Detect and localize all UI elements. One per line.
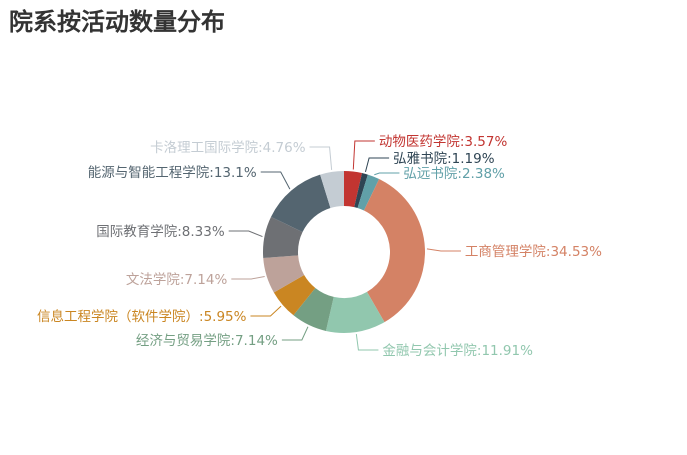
label-leader-line bbox=[309, 146, 333, 170]
slice-label: 动物医药学院:3.57% bbox=[379, 134, 508, 150]
chart-title: 院系按活动数量分布 bbox=[9, 8, 225, 36]
label-leader-line bbox=[374, 172, 400, 176]
label-leader-line bbox=[228, 230, 263, 238]
pie-slice[interactable] bbox=[263, 216, 303, 259]
slice-label: 卡洛理工国际学院:4.76% bbox=[150, 140, 306, 156]
label-leader-line bbox=[426, 248, 461, 252]
slice-label: 信息工程学院（软件学院）:5.95% bbox=[37, 308, 247, 325]
slice-label: 文法学院:7.14% bbox=[126, 272, 228, 288]
label-leader-line bbox=[355, 334, 379, 351]
slice-label: 能源与智能工程学院:13.1% bbox=[88, 165, 257, 181]
pie-slice[interactable] bbox=[293, 287, 334, 331]
slice-label: 金融与会计学院:11.91% bbox=[382, 343, 533, 359]
pie-slice[interactable] bbox=[363, 179, 425, 323]
pie-slice[interactable] bbox=[271, 174, 331, 233]
pie-slice[interactable] bbox=[357, 174, 380, 211]
label-leader-line bbox=[281, 326, 309, 341]
pie-slice[interactable] bbox=[354, 173, 368, 209]
label-leader-line bbox=[352, 140, 375, 170]
label-leader-line bbox=[364, 157, 390, 172]
slice-label: 弘远书院:2.38% bbox=[403, 166, 505, 182]
pie-slice[interactable] bbox=[344, 171, 363, 208]
slice-label: 工商管理学院:34.53% bbox=[465, 244, 602, 260]
label-leader-line bbox=[250, 305, 282, 317]
pie-slice[interactable] bbox=[320, 171, 344, 209]
slice-label: 弘雅书院:1.19% bbox=[393, 151, 495, 167]
slice-label: 国际教育学院:8.33% bbox=[96, 224, 225, 240]
pie-slice[interactable] bbox=[325, 291, 385, 333]
pie-slice[interactable] bbox=[273, 274, 316, 316]
label-leader-line bbox=[260, 171, 291, 190]
label-leader-line bbox=[231, 275, 265, 280]
pie-slice[interactable] bbox=[263, 255, 305, 293]
slice-label: 经济与贸易学院:7.14% bbox=[136, 333, 278, 349]
